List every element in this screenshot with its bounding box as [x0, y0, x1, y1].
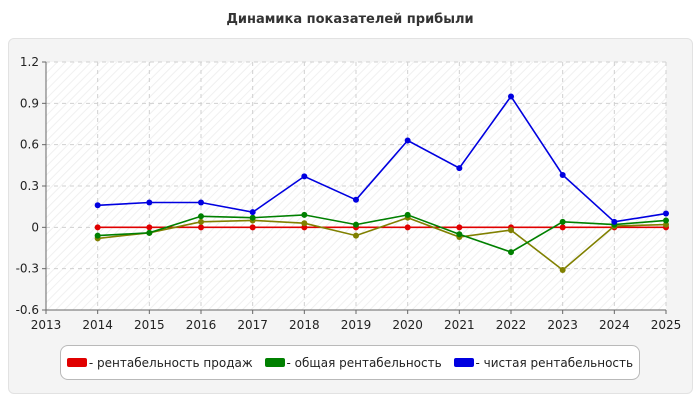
x-tick-label: 2023	[547, 318, 578, 332]
data-point-3	[456, 165, 463, 172]
y-tick-label: 0.6	[20, 138, 39, 152]
data-point-0	[198, 224, 204, 231]
y-tick-label: 0	[31, 220, 39, 234]
legend-item-total: - общая рентабельность	[264, 355, 442, 370]
data-point-2	[301, 220, 308, 227]
data-point-0	[404, 224, 411, 231]
legend-label-total: - общая рентабельность	[286, 355, 442, 370]
data-point-3	[611, 218, 618, 225]
data-point-3	[94, 202, 101, 209]
data-point-3	[301, 173, 308, 180]
x-tick-label: 2018	[289, 318, 320, 332]
x-tick-label: 2019	[341, 318, 372, 332]
data-point-2	[353, 232, 359, 239]
data-point-2	[559, 267, 566, 274]
data-point-1	[94, 232, 101, 239]
y-tick-label: -0.6	[16, 303, 39, 317]
data-point-0	[249, 224, 256, 231]
data-point-1	[146, 229, 153, 236]
x-tick-label: 2021	[444, 318, 475, 332]
series-line-2	[97, 216, 667, 272]
legend: - рентабельность продаж - общая рентабел…	[60, 345, 640, 380]
legend-label-sales: - рентабельность продаж	[88, 355, 253, 370]
x-tick-label: 2016	[186, 318, 217, 332]
data-point-1	[508, 249, 514, 256]
data-point-3	[508, 93, 514, 100]
data-point-1	[301, 211, 308, 218]
data-point-3	[146, 199, 153, 206]
x-tick-label: 2024	[599, 318, 630, 332]
data-point-1	[198, 213, 204, 220]
legend-swatch-sales	[66, 358, 87, 367]
y-tick-label: -0.3	[16, 262, 39, 276]
x-tick-label: 2020	[392, 318, 423, 332]
data-point-2	[508, 227, 514, 234]
legend-label-net: - чистая рентабельность	[475, 355, 634, 370]
legend-item-sales: - рентабельность продаж	[66, 355, 253, 370]
y-tick-label: 1.2	[20, 55, 39, 69]
data-point-1	[456, 231, 463, 238]
legend-item-net: - чистая рентабельность	[453, 355, 634, 370]
data-point-2	[663, 221, 669, 228]
data-point-0	[456, 224, 463, 231]
data-point-1	[249, 214, 256, 221]
data-point-3	[663, 210, 669, 217]
legend-swatch-total	[264, 358, 285, 367]
data-point-1	[353, 221, 359, 228]
x-tick-label: 2013	[31, 318, 62, 332]
data-point-0	[146, 224, 153, 231]
series-line-3	[97, 94, 667, 223]
data-point-3	[198, 199, 204, 206]
data-point-3	[249, 209, 256, 216]
data-point-1	[663, 217, 669, 224]
data-point-3	[559, 171, 566, 178]
x-tick-label: 2017	[237, 318, 268, 332]
x-tick-label: 2015	[134, 318, 165, 332]
x-tick-label: 2025	[651, 318, 682, 332]
data-point-0	[559, 224, 566, 231]
data-point-3	[404, 137, 411, 144]
data-point-3	[353, 196, 359, 203]
data-point-0	[301, 224, 308, 231]
y-tick-label: 0.3	[20, 179, 39, 193]
data-point-0	[94, 224, 101, 231]
x-tick-label: 2014	[82, 318, 113, 332]
legend-swatch-net	[453, 358, 474, 367]
x-tick-label: 2022	[496, 318, 527, 332]
y-tick-label: 0.9	[20, 96, 39, 110]
chart-title: Динамика показателей прибыли	[226, 12, 474, 27]
series-line-1	[97, 214, 667, 253]
data-point-2	[198, 218, 204, 225]
data-point-1	[559, 218, 566, 225]
data-point-1	[404, 211, 411, 218]
